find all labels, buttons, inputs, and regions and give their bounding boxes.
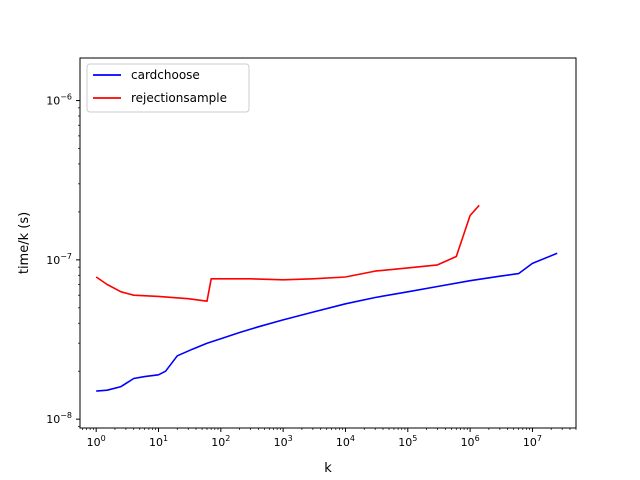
x-tick-label-4: 104: [336, 434, 355, 449]
y-axis: 10−8 10−7 10−6: [46, 93, 80, 427]
y-tick-label-0: 10−8: [46, 411, 72, 426]
x-tick-label-0: 100: [87, 434, 106, 449]
x-tick-label-5: 105: [398, 434, 417, 449]
y-axis-label: time/k (s): [17, 212, 32, 274]
series-line-1: [95, 204, 480, 303]
plot-area: [95, 204, 558, 392]
x-tick-label-2: 102: [211, 434, 230, 449]
plot-frame: [79, 57, 577, 429]
y-tick-label-2: 10−6: [46, 93, 72, 108]
legend: cardchoose rejectionsample: [86, 63, 250, 113]
y-tick-label-1: 10−7: [46, 252, 72, 267]
x-tick-label-1: 101: [149, 434, 168, 449]
series-line-0: [96, 252, 558, 392]
x-tick-label-7: 107: [523, 434, 542, 449]
x-axis: 100 101 102 103 104 105 106 107: [82, 428, 577, 449]
x-tick-label-6: 106: [461, 434, 480, 449]
legend-label-1: rejectionsample: [131, 91, 227, 105]
legend-box: [86, 63, 250, 113]
legend-label-0: cardchoose: [131, 68, 200, 82]
x-axis-label: k: [324, 461, 332, 476]
x-tick-label-3: 103: [274, 434, 293, 449]
